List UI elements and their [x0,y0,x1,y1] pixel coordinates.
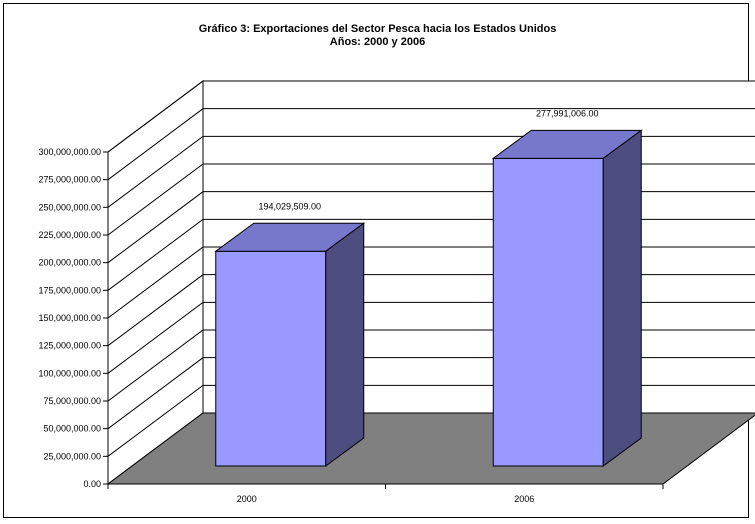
y-tick-label: 125,000,000.00 [38,341,101,351]
y-tick-label: 25,000,000.00 [43,451,101,461]
y-tick-label: 150,000,000.00 [38,313,101,323]
bar-2006-side [602,129,642,467]
y-tick-label: 0.00 [83,479,101,489]
floor [106,412,755,485]
y-tick-label: 100,000,000.00 [38,368,101,378]
data-label-2000: 194,029,509.00 [258,201,321,211]
y-tick-label: 225,000,000.00 [38,230,101,240]
y-tick-label: 250,000,000.00 [38,202,101,212]
y-tick-label: 200,000,000.00 [38,258,101,268]
y-tick-label: 175,000,000.00 [38,285,101,295]
x-tick-label-2006: 2006 [514,494,534,504]
gridline [107,108,755,181]
y-tick-label: 300,000,000.00 [38,147,101,157]
x-tick-label-2000: 2000 [237,494,257,504]
y-tick-label: 275,000,000.00 [38,175,101,185]
gridline [107,80,755,153]
y-tick-label: 75,000,000.00 [43,396,101,406]
y-tick-label: 50,000,000.00 [43,424,101,434]
data-label-2006: 277,991,006.00 [536,108,599,118]
bar-2000-front [215,250,327,467]
bar-2000-side [325,222,365,467]
chart-title: Gráfico 3: Exportaciones del Sector Pesc… [198,23,557,35]
bar-2006-front [492,157,604,467]
chart-subtitle: Años: 2000 y 2006 [329,36,426,48]
